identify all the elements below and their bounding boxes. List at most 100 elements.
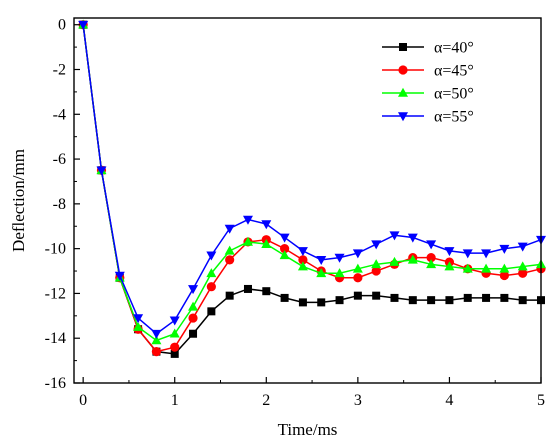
y-tick-label: -12 bbox=[45, 285, 66, 302]
data-point bbox=[78, 20, 89, 30]
y-tick-label: -2 bbox=[53, 62, 66, 79]
x-tick-label: 4 bbox=[445, 392, 453, 409]
data-point bbox=[96, 166, 107, 176]
legend-label: α=45° bbox=[434, 63, 474, 80]
data-point bbox=[188, 285, 199, 295]
x-tick-label: 3 bbox=[354, 392, 362, 409]
y-tick-label: -14 bbox=[45, 330, 66, 347]
data-point bbox=[517, 242, 528, 252]
plot-frame bbox=[73, 17, 542, 384]
data-point bbox=[188, 301, 199, 311]
data-point bbox=[499, 244, 510, 254]
series-group bbox=[79, 20, 545, 358]
data-point bbox=[390, 293, 399, 302]
data-point bbox=[444, 247, 455, 257]
data-point bbox=[517, 261, 528, 271]
data-point bbox=[133, 314, 144, 324]
data-point bbox=[481, 263, 492, 273]
data-point bbox=[426, 253, 436, 263]
legend-marker bbox=[398, 65, 408, 75]
data-point bbox=[335, 296, 344, 305]
data-point bbox=[280, 293, 289, 302]
data-point bbox=[462, 249, 473, 259]
data-point bbox=[170, 349, 179, 358]
data-point bbox=[445, 296, 454, 305]
y-tick-label: -10 bbox=[45, 241, 66, 258]
data-point bbox=[389, 256, 400, 266]
data-point bbox=[334, 253, 345, 263]
data-point bbox=[188, 313, 198, 323]
data-point bbox=[170, 342, 180, 352]
data-point bbox=[242, 215, 253, 225]
data-point bbox=[298, 298, 307, 307]
data-point bbox=[262, 287, 271, 296]
data-point bbox=[500, 293, 509, 302]
data-point bbox=[224, 224, 235, 234]
data-point bbox=[371, 266, 381, 276]
data-point bbox=[371, 259, 382, 269]
data-point bbox=[518, 268, 528, 278]
data-point bbox=[206, 282, 216, 292]
data-point bbox=[151, 347, 162, 357]
data-point bbox=[408, 296, 417, 305]
legend-marker bbox=[398, 87, 408, 97]
legend-marker bbox=[398, 112, 408, 122]
data-point bbox=[372, 291, 381, 300]
data-point bbox=[353, 291, 362, 300]
y-tick-label: -6 bbox=[53, 151, 66, 168]
x-tick-label: 0 bbox=[79, 392, 87, 409]
data-point bbox=[243, 284, 252, 293]
data-point bbox=[426, 259, 437, 269]
data-point bbox=[499, 263, 510, 273]
y-tick-label: -8 bbox=[53, 196, 66, 213]
data-point bbox=[279, 250, 290, 260]
legend-label: α=50° bbox=[434, 86, 474, 103]
data-point bbox=[316, 256, 327, 266]
data-point bbox=[499, 270, 509, 281]
data-point bbox=[352, 263, 363, 273]
data-point bbox=[169, 316, 180, 326]
data-point bbox=[207, 307, 216, 316]
data-point bbox=[279, 233, 290, 243]
data-point bbox=[169, 328, 180, 338]
data-point bbox=[298, 255, 308, 265]
data-point bbox=[261, 220, 272, 230]
y-axis-title: Deflection/mm bbox=[9, 149, 28, 252]
data-point bbox=[242, 236, 253, 246]
x-axis-title: Time/ms bbox=[278, 420, 338, 439]
data-point bbox=[280, 244, 290, 254]
y-tick-label: 0 bbox=[58, 17, 66, 34]
data-point bbox=[426, 240, 437, 250]
tick-labels: 0 1 2 3 4 5 0 -2 -4 -6 -8 -10 -12 -14 -16 bbox=[45, 17, 545, 409]
data-point bbox=[353, 273, 363, 283]
data-point bbox=[462, 263, 473, 273]
data-point bbox=[151, 329, 162, 339]
data-point bbox=[389, 231, 400, 241]
legend-label: α=40° bbox=[434, 40, 474, 57]
data-point bbox=[206, 268, 217, 278]
series-group bbox=[78, 20, 546, 357]
data-point bbox=[481, 249, 492, 259]
data-point bbox=[427, 296, 436, 305]
data-point bbox=[407, 254, 418, 264]
data-point bbox=[114, 271, 125, 281]
data-point bbox=[297, 247, 308, 257]
series-layer bbox=[78, 19, 546, 358]
data-point bbox=[316, 268, 327, 278]
data-point bbox=[225, 255, 235, 265]
series-group bbox=[78, 19, 546, 345]
y-tick-label: -4 bbox=[53, 106, 66, 123]
x-tick-label: 5 bbox=[537, 392, 545, 409]
data-point bbox=[444, 261, 455, 271]
x-tick-label: 1 bbox=[171, 392, 179, 409]
x-tick-label: 2 bbox=[262, 392, 270, 409]
series-line bbox=[82, 24, 542, 342]
data-point bbox=[518, 296, 527, 305]
data-point bbox=[151, 335, 162, 345]
legend: α=40° α=45° α=50° α=55° bbox=[382, 40, 474, 126]
y-tick-label: -16 bbox=[45, 375, 66, 392]
axis-ticks bbox=[74, 24, 542, 384]
data-point bbox=[261, 238, 272, 248]
data-point bbox=[206, 251, 217, 261]
